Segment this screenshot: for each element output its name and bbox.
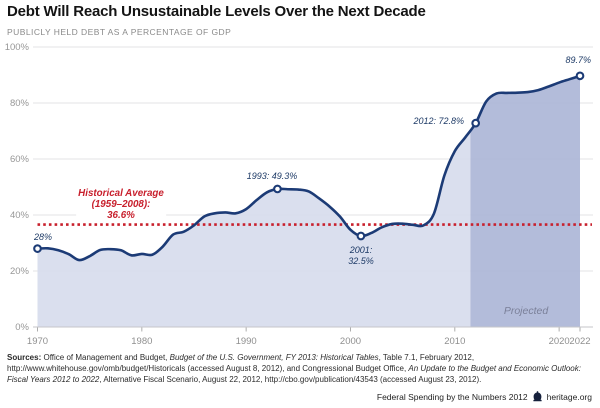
footer-publication: Federal Spending by the Numbers 2012	[376, 391, 528, 402]
y-axis-label: 100%	[5, 42, 30, 53]
page-title: Debt Will Reach Unsustainable Levels Ove…	[7, 3, 426, 20]
heritage-logo-icon	[533, 391, 542, 402]
debt-area-chart: 0% 20% 40% 60% 80% 100% 1970 1980 1990 2000 2010 20…	[5, 42, 593, 347]
footer: Federal Spending by the Numbers 2012 her…	[377, 391, 592, 402]
y-axis-label: 20%	[10, 266, 30, 277]
sources-line: Fiscal Years 2012 to 2022, Alternative F…	[7, 374, 482, 384]
annotation-2022: 89.7%	[565, 55, 591, 65]
annotation-1993: 1993: 49.3%	[246, 171, 298, 181]
annotation-2001: 2001: 32.5%	[348, 245, 374, 266]
footer-site: heritage.org	[546, 391, 592, 402]
x-axis-label: 1980	[131, 336, 152, 347]
debt-line-series	[36, 74, 582, 262]
x-axis-label: 1990	[236, 336, 257, 347]
historical-average-label: Historical Average (1959–2008): 36.6%	[76, 188, 166, 222]
y-axis-label: 40%	[10, 210, 30, 221]
y-axis-label: 0%	[15, 322, 29, 333]
x-axis-label: 2000	[340, 336, 361, 347]
projected-region-label: Projected	[503, 305, 549, 317]
y-axis-label: 60%	[10, 154, 30, 165]
data-point-marker	[273, 184, 282, 194]
data-point-marker	[471, 118, 481, 128]
area-projected	[470, 75, 580, 327]
data-point-marker	[575, 71, 585, 81]
sources-note: Sources: Office of Management and Budget…	[7, 353, 595, 385]
annotation-1970: 28%	[34, 232, 53, 242]
sources-line: Sources: Office of Management and Budget…	[7, 353, 475, 362]
y-axis-label: 80%	[10, 98, 30, 109]
annotation-2012: 2012: 72.8%	[413, 116, 464, 126]
x-axis-label: 2020	[549, 336, 570, 347]
area-historical	[37, 130, 471, 327]
x-axis-label: 2010	[444, 336, 465, 347]
x-axis-label: 1970	[27, 336, 48, 347]
data-point-marker	[33, 244, 42, 253]
x-axis-label: 2022	[569, 336, 590, 347]
data-point-marker	[356, 231, 366, 241]
chart-subtitle: PUBLICLY HELD DEBT AS A PERCENTAGE OF GD…	[7, 27, 232, 37]
sources-line: http://www.whitehouse.gov/omb/budget/His…	[7, 363, 581, 373]
